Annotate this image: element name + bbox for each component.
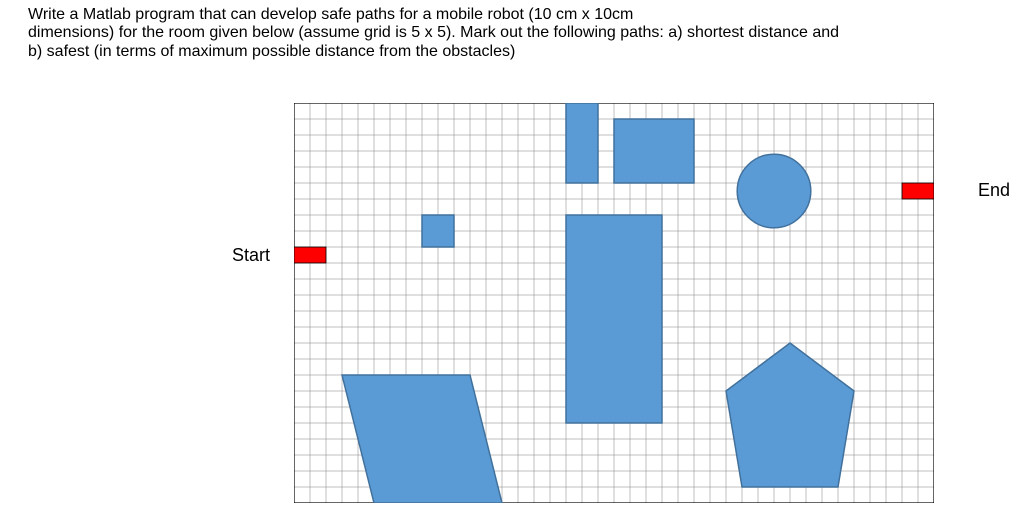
end-marker [902, 183, 934, 199]
prompt-line-3: b) safest (in terms of maximum possible … [28, 43, 515, 60]
problem-prompt: Write a Matlab program that can develop … [28, 6, 996, 61]
prompt-line-1: Write a Matlab program that can develop … [28, 6, 633, 23]
obstacle-pentagon [726, 343, 854, 487]
obstacle-small-square [422, 215, 454, 247]
prompt-line-2: dimensions) for the room given below (as… [28, 24, 839, 41]
obstacle-center-big-rect [566, 215, 662, 423]
room-grid-diagram [294, 103, 934, 503]
obstacle-circle [737, 154, 811, 228]
start-marker [294, 247, 326, 263]
obstacle-parallelogram [342, 375, 502, 503]
end-label: End [978, 180, 1010, 201]
start-label: Start [232, 245, 270, 266]
obstacle-tall-rect-top [566, 103, 598, 183]
obstacle-wide-rect-top [614, 119, 694, 183]
